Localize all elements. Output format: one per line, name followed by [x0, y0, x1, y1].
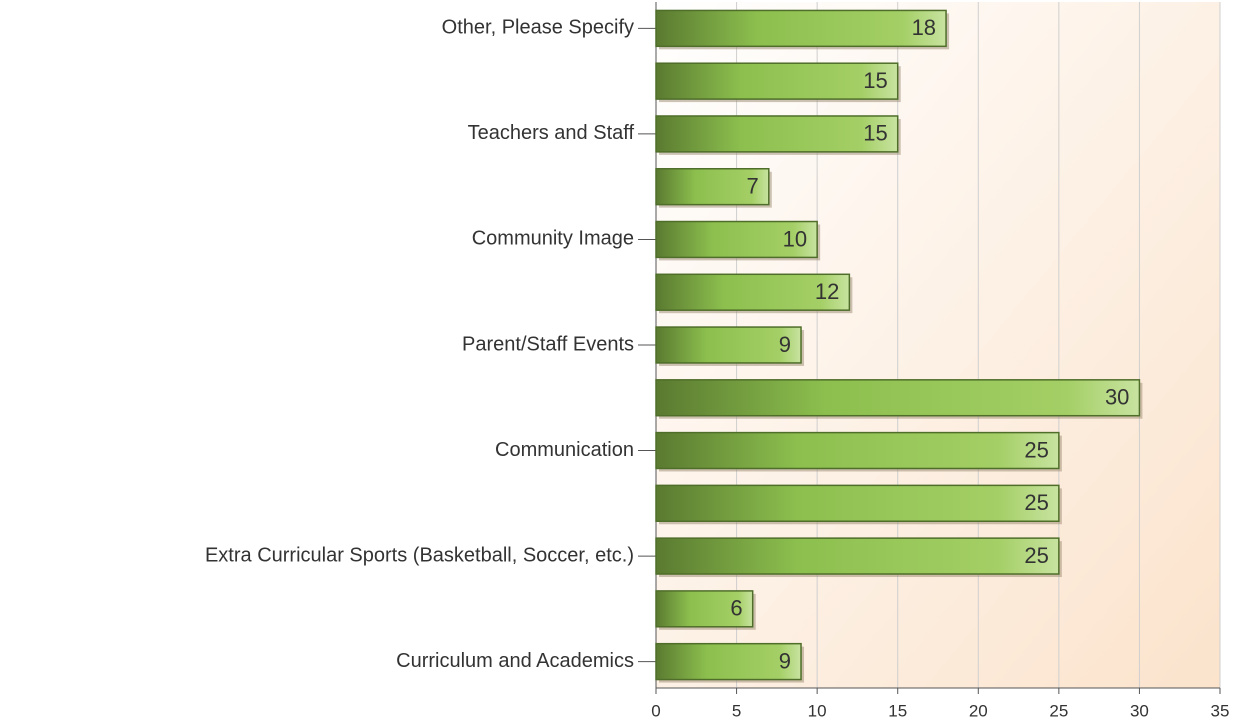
x-tick-label: 15 — [888, 701, 907, 720]
value-label: 15 — [863, 121, 887, 146]
bar — [655, 168, 770, 206]
value-label: 30 — [1105, 385, 1129, 410]
y-tick-label: Curriculum and Academics — [396, 650, 634, 672]
value-label: 9 — [779, 648, 791, 673]
value-label: 7 — [747, 174, 759, 199]
y-tick-label: Extra Curricular Sports (Basketball, Soc… — [205, 544, 634, 566]
x-tick-label: 35 — [1211, 701, 1230, 720]
value-label: 12 — [815, 279, 839, 304]
bar — [655, 590, 754, 628]
x-tick-label: 0 — [651, 701, 660, 720]
bar — [655, 9, 947, 48]
y-tick-label: Other, Please Specify — [442, 17, 634, 39]
value-label: 15 — [863, 68, 887, 93]
value-label: 18 — [912, 15, 936, 40]
y-tick-label: Community Image — [472, 228, 634, 250]
x-tick-label: 5 — [732, 701, 741, 720]
value-label: 25 — [1024, 437, 1048, 462]
bar — [655, 642, 802, 681]
y-tick-label: Parent/Staff Events — [462, 333, 634, 355]
bar — [655, 62, 899, 100]
x-tick-label: 10 — [808, 701, 827, 720]
x-tick-label: 25 — [1049, 701, 1068, 720]
value-label: 25 — [1024, 543, 1048, 568]
y-tick-label: Teachers and Staff — [468, 122, 635, 144]
bar — [655, 220, 818, 259]
x-tick-label: 30 — [1130, 701, 1149, 720]
value-label: 25 — [1024, 490, 1048, 515]
bar — [655, 431, 1060, 470]
bar — [655, 484, 1060, 522]
value-label: 9 — [779, 332, 791, 357]
y-tick-label: Communication — [495, 439, 634, 461]
value-label: 6 — [730, 596, 742, 621]
bar — [655, 115, 899, 153]
bar — [655, 379, 1141, 417]
bar — [655, 326, 802, 364]
bar — [655, 273, 851, 311]
value-label: 10 — [783, 226, 807, 251]
x-tick-label: 20 — [969, 701, 988, 720]
bar — [655, 537, 1060, 575]
